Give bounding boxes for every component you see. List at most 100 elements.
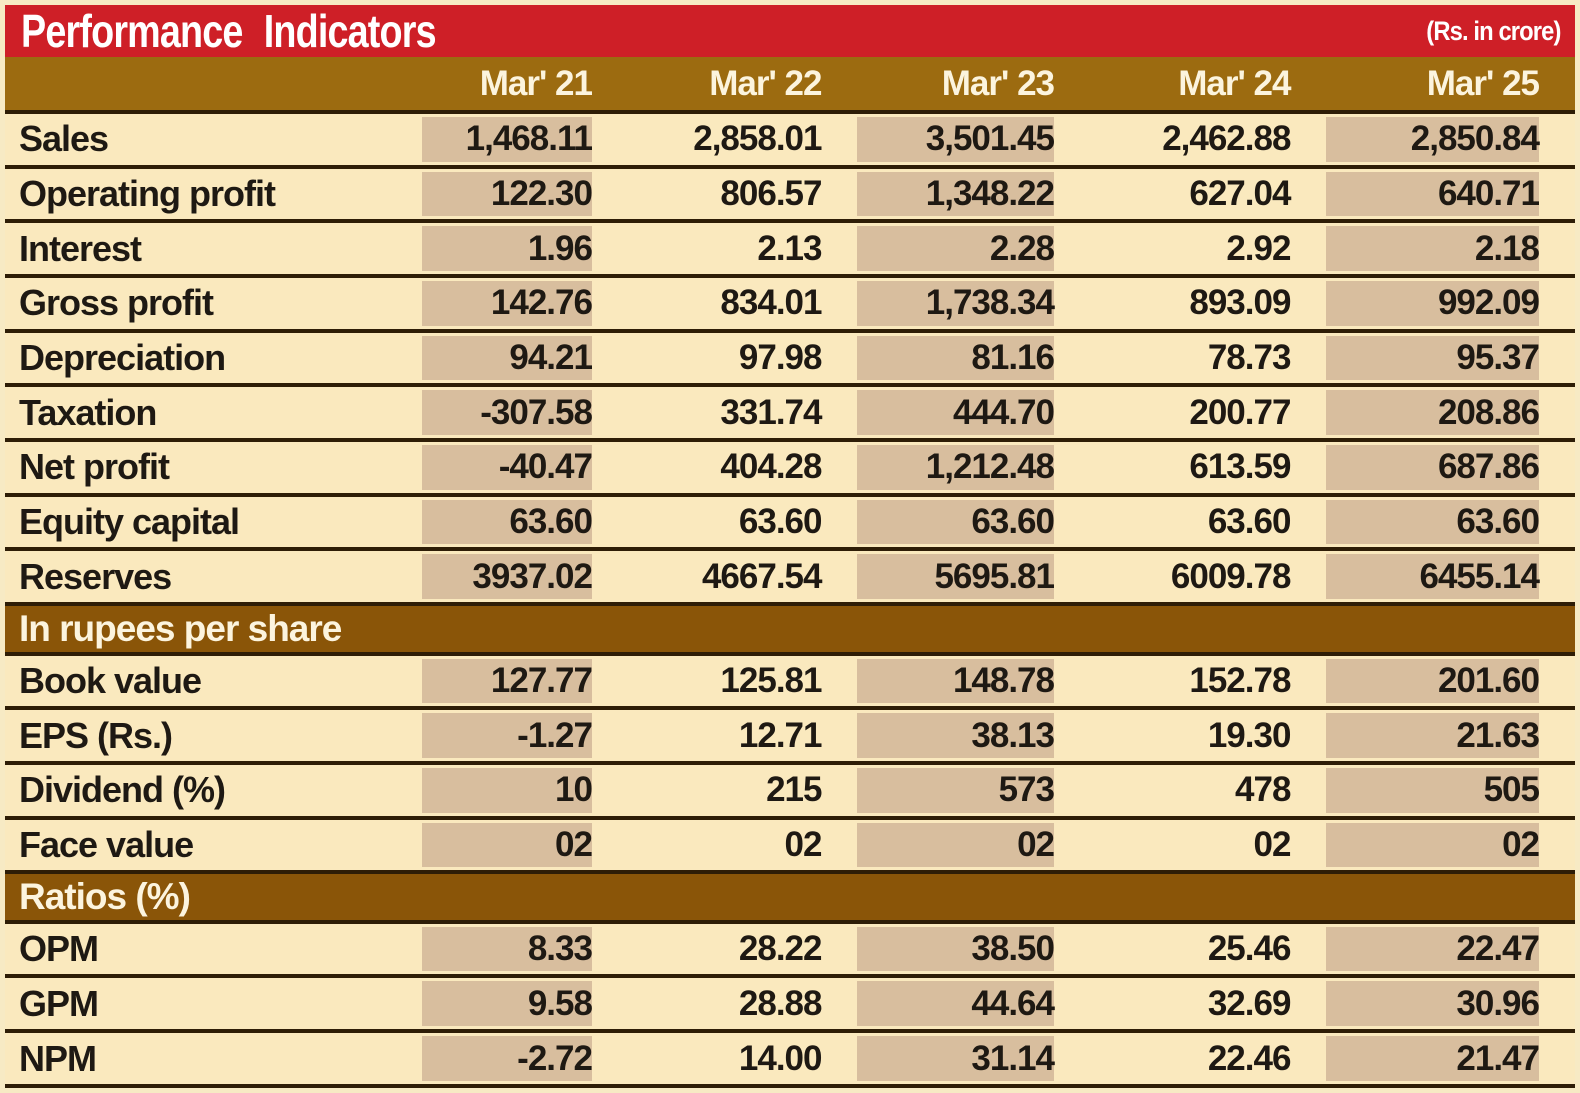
cell: 02 xyxy=(857,818,1090,873)
cell: 38.13 xyxy=(857,708,1090,763)
cell: 28.22 xyxy=(738,929,823,969)
cell: 38.50 xyxy=(857,922,1090,977)
cell: 02 xyxy=(1253,824,1292,864)
cell: 19.30 xyxy=(1207,715,1292,755)
cell: 640.71 xyxy=(1326,167,1575,222)
cell: 627.04 xyxy=(1189,174,1291,213)
cell: 63.60 xyxy=(857,495,1090,550)
cell: 613.59 xyxy=(1189,447,1291,487)
row-label: Sales xyxy=(19,118,109,160)
cell: 02 xyxy=(1326,818,1575,873)
cell: 215 xyxy=(766,770,822,810)
row-label: Taxation xyxy=(19,391,157,433)
cell: 14.00 xyxy=(738,1038,823,1078)
cell: 22.46 xyxy=(1207,1038,1292,1078)
row-label: Dividend (%) xyxy=(19,769,226,811)
cell: 81.16 xyxy=(857,331,1090,386)
cell: 992.09 xyxy=(1326,276,1575,331)
cell: 806.57 xyxy=(720,174,822,213)
title-bar: Performance Indicators (Rs. in crore) xyxy=(5,5,1575,57)
cell: 30.96 xyxy=(1326,976,1575,1031)
cell: -40.47 xyxy=(422,440,628,495)
cell: 142.76 xyxy=(422,276,628,331)
cell: 1.96 xyxy=(422,221,628,276)
row-label: NPM xyxy=(19,1037,97,1079)
table-row-taxation: Taxation -307.58 331.74 444.70 200.77 20… xyxy=(5,385,1575,441)
table-row-equity-capital: Equity capital 63.60 63.60 63.60 63.60 6… xyxy=(5,495,1575,550)
cell: 687.86 xyxy=(1326,440,1575,495)
cell: -307.58 xyxy=(422,385,628,440)
table-row-gpm: GPM 9.58 28.88 44.64 32.69 30.96 xyxy=(5,976,1575,1032)
column-header-row: Mar' 21 Mar' 22 Mar' 23 Mar' 24 Mar' 25 xyxy=(5,57,1575,114)
cell: -2.72 xyxy=(422,1031,628,1086)
section-header-row: Ratios (%) xyxy=(5,872,1575,922)
cell: 6009.78 xyxy=(1170,556,1292,596)
cell: 893.09 xyxy=(1189,283,1291,323)
cell: 2.92 xyxy=(1226,228,1291,268)
cell: 152.78 xyxy=(1189,660,1291,700)
cell: 127.77 xyxy=(422,654,628,709)
cell: 573 xyxy=(857,763,1090,818)
row-label: Depreciation xyxy=(19,337,226,379)
table-row-npm: NPM -2.72 14.00 31.14 22.46 21.47 xyxy=(5,1031,1575,1086)
cell: 9.58 xyxy=(422,976,628,1031)
cell: 02 xyxy=(422,818,628,873)
data-table: Mar' 21 Mar' 22 Mar' 23 Mar' 24 Mar' 25 … xyxy=(5,57,1575,1088)
cell: 505 xyxy=(1326,763,1575,818)
column-header-mar24: Mar' 24 xyxy=(1090,57,1327,114)
cell: 21.47 xyxy=(1326,1031,1575,1086)
row-label: Operating profit xyxy=(19,173,276,214)
cell: 2.28 xyxy=(857,221,1090,276)
cell: 28.88 xyxy=(738,983,823,1023)
row-label: GPM xyxy=(19,982,99,1024)
cell: 22.47 xyxy=(1326,922,1575,977)
cell: 97.98 xyxy=(738,338,823,378)
cell: 63.60 xyxy=(738,502,823,542)
row-label: OPM xyxy=(19,928,99,970)
row-label: Book value xyxy=(19,659,202,701)
cell: 3,501.45 xyxy=(857,112,1090,167)
column-header-mar25: Mar' 25 xyxy=(1326,57,1575,114)
cell: 31.14 xyxy=(857,1031,1090,1086)
table-row-net-profit: Net profit -40.47 404.28 1,212.48 613.59… xyxy=(5,440,1575,495)
cell: 8.33 xyxy=(422,922,628,977)
cell: 1,348.22 xyxy=(857,167,1090,222)
cell: 5695.81 xyxy=(857,549,1090,604)
cell: 2.18 xyxy=(1326,221,1575,276)
cell: 331.74 xyxy=(720,392,822,432)
table-row-operating-profit: Operating profit 122.30 806.57 1,348.22 … xyxy=(5,167,1575,222)
row-label: Reserves xyxy=(19,555,172,597)
table-row-book-value: Book value 127.77 125.81 148.78 152.78 2… xyxy=(5,654,1575,709)
row-label: Equity capital xyxy=(19,501,240,543)
section-header-rupees-per-share: In rupees per share xyxy=(5,604,1575,654)
column-header-mar21: Mar' 21 xyxy=(422,57,628,114)
table-row-sales: Sales 1,468.11 2,858.01 3,501.45 2,462.8… xyxy=(5,112,1575,167)
cell: 125.81 xyxy=(720,660,822,700)
cell: 404.28 xyxy=(720,447,822,487)
cell: 834.01 xyxy=(720,283,822,323)
row-label: Gross profit xyxy=(19,282,214,324)
table-row-dividend: Dividend (%) 10 215 573 478 505 xyxy=(5,763,1575,818)
unit-note: (Rs. in crore) xyxy=(1426,15,1562,46)
section-header-ratios: Ratios (%) xyxy=(5,872,1575,922)
column-header-blank xyxy=(5,57,423,114)
cell: 44.64 xyxy=(857,976,1090,1031)
cell: 32.69 xyxy=(1207,983,1292,1023)
cell: 2,462.88 xyxy=(1162,119,1291,159)
cell: 478 xyxy=(1235,770,1291,810)
cell: 1,468.11 xyxy=(422,112,628,167)
page-title: Performance Indicators xyxy=(21,5,437,57)
cell: 6455.14 xyxy=(1326,549,1575,604)
row-label: Interest xyxy=(19,227,142,269)
cell: 12.71 xyxy=(738,715,823,755)
table-row-interest: Interest 1.96 2.13 2.28 2.92 2.18 xyxy=(5,221,1575,277)
column-header-mar22: Mar' 22 xyxy=(627,57,858,114)
column-header-mar23: Mar' 23 xyxy=(857,57,1090,114)
cell: 78.73 xyxy=(1207,338,1292,378)
cell: 25.46 xyxy=(1207,929,1292,969)
row-label: EPS (Rs.) xyxy=(19,714,173,756)
cell: 94.21 xyxy=(422,331,628,386)
section-header-row: In rupees per share xyxy=(5,604,1575,654)
cell: 148.78 xyxy=(857,654,1090,709)
